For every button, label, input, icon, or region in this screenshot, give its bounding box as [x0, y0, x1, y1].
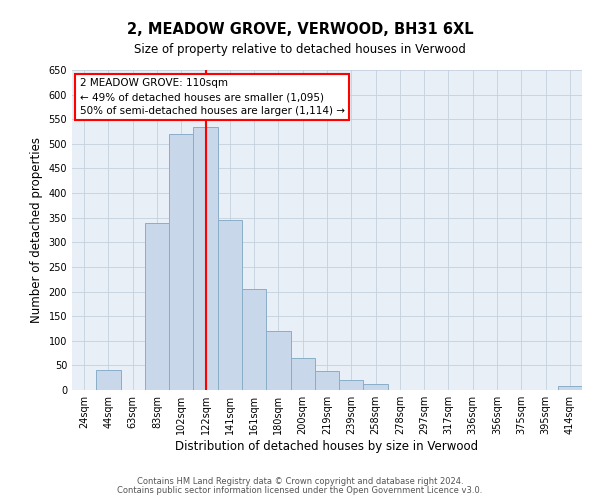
Text: Contains public sector information licensed under the Open Government Licence v3: Contains public sector information licen…: [118, 486, 482, 495]
Bar: [315, 372, 339, 390]
Bar: [364, 384, 388, 390]
Bar: [169, 134, 193, 390]
Bar: [145, 222, 169, 390]
Y-axis label: Number of detached properties: Number of detached properties: [30, 137, 43, 323]
Bar: [218, 220, 242, 390]
Bar: [266, 331, 290, 390]
Bar: [558, 386, 582, 390]
Text: 2 MEADOW GROVE: 110sqm
← 49% of detached houses are smaller (1,095)
50% of semi-: 2 MEADOW GROVE: 110sqm ← 49% of detached…: [80, 78, 344, 116]
X-axis label: Distribution of detached houses by size in Verwood: Distribution of detached houses by size …: [175, 440, 479, 453]
Bar: [96, 370, 121, 390]
Bar: [290, 358, 315, 390]
Bar: [242, 289, 266, 390]
Text: 2, MEADOW GROVE, VERWOOD, BH31 6XL: 2, MEADOW GROVE, VERWOOD, BH31 6XL: [127, 22, 473, 38]
Bar: [339, 380, 364, 390]
Bar: [193, 126, 218, 390]
Text: Size of property relative to detached houses in Verwood: Size of property relative to detached ho…: [134, 42, 466, 56]
Text: Contains HM Land Registry data © Crown copyright and database right 2024.: Contains HM Land Registry data © Crown c…: [137, 477, 463, 486]
